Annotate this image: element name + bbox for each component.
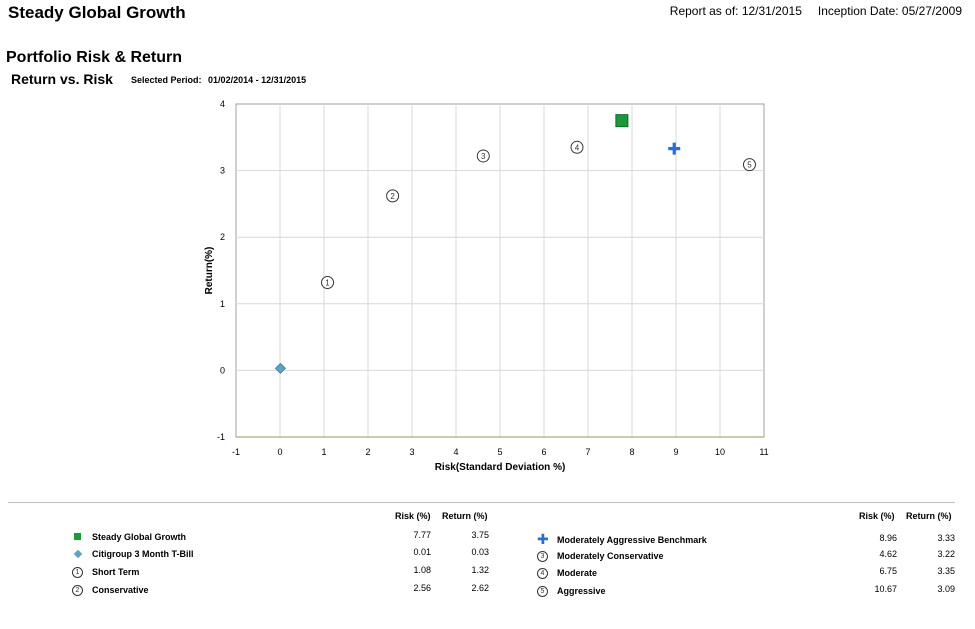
legend-label: Conservative [92, 585, 149, 595]
legend-risk-value: 7.77 [381, 530, 431, 540]
legend-risk-value: 10.67 [847, 584, 897, 594]
risk-return-chart: -1 0 1 2 3 4 5 6 7 8 9 10 11 -1 0 1 2 3 4 Risk(Standard Dev… [0, 0, 975, 500]
x-tick-label: 3 [409, 447, 414, 457]
y-tick-label: 4 [220, 99, 225, 109]
legend-return-value: 3.22 [905, 549, 955, 559]
legend-risk-value: 2.56 [381, 583, 431, 593]
x-tick-label: 5 [497, 447, 502, 457]
point-conservative: 2 [387, 190, 399, 202]
legend-marker-aggressive: 5 [537, 585, 549, 597]
legend-label: Moderate [557, 568, 597, 578]
y-tick-label: 2 [220, 232, 225, 242]
svg-text:1: 1 [325, 278, 330, 287]
legend-return-header-right: Return (%) [906, 511, 952, 521]
legend-marker-moderately-conservative: 3 [537, 550, 549, 562]
x-tick-label: 4 [453, 447, 458, 457]
svg-text:5: 5 [747, 161, 752, 170]
point-short-term: 1 [322, 276, 334, 288]
legend-marker-steady-global-growth [72, 531, 84, 543]
y-tick-label: 3 [220, 166, 225, 176]
legend-return-header-left: Return (%) [442, 511, 488, 521]
y-axis-label: Return(%) [204, 247, 215, 295]
point-steady-global-growth [616, 115, 628, 127]
legend-return-value: 3.33 [905, 533, 955, 543]
divider [8, 502, 955, 503]
x-axis-label: Risk(Standard Deviation %) [435, 462, 566, 473]
legend-risk-value: 8.96 [847, 533, 897, 543]
point-moderately-conservative: 3 [477, 150, 489, 162]
x-tick-label: -1 [232, 447, 240, 457]
legend-risk-value: 6.75 [847, 566, 897, 576]
y-tick-label: -1 [217, 432, 225, 442]
legend-label: Citigroup 3 Month T-Bill [92, 549, 193, 559]
point-aggressive: 5 [743, 159, 755, 171]
legend-return-value: 2.62 [439, 583, 489, 593]
x-tick-label: 0 [277, 447, 282, 457]
svg-text:3: 3 [481, 152, 486, 161]
legend-risk-header-right: Risk (%) [859, 511, 895, 521]
svg-text:4: 4 [575, 143, 580, 152]
x-tick-label: 11 [759, 447, 768, 457]
legend-risk-value: 0.01 [381, 547, 431, 557]
x-tick-label: 2 [365, 447, 370, 457]
legend-return-value: 3.35 [905, 566, 955, 576]
legend-label: Moderately Aggressive Benchmark [557, 535, 707, 545]
legend-return-value: 1.32 [439, 565, 489, 575]
legend-return-value: 0.03 [439, 547, 489, 557]
legend-return-value: 3.09 [905, 584, 955, 594]
x-tick-label: 10 [715, 447, 725, 457]
legend-label: Steady Global Growth [92, 532, 186, 542]
y-tick-label: 0 [220, 365, 225, 375]
legend-return-value: 3.75 [439, 530, 489, 540]
legend-risk-value: 4.62 [847, 549, 897, 559]
x-tick-label: 1 [321, 447, 326, 457]
legend-marker-moderate: 4 [537, 567, 549, 579]
y-tick-label: 1 [220, 299, 225, 309]
legend-label: Short Term [92, 567, 139, 577]
x-tick-label: 8 [629, 447, 634, 457]
legend-label: Aggressive [557, 586, 606, 596]
legend-risk-header-left: Risk (%) [395, 511, 431, 521]
legend-marker-moderately-aggressive-benchmark: ✚ [537, 534, 549, 546]
legend-risk-value: 1.08 [381, 565, 431, 575]
svg-text:2: 2 [390, 192, 395, 201]
x-tick-label: 7 [585, 447, 590, 457]
legend-marker-conservative: 2 [72, 584, 84, 596]
legend-marker-citigroup-3-month-t-bill [72, 548, 84, 560]
x-tick-label: 9 [673, 447, 678, 457]
x-tick-label: 6 [541, 447, 546, 457]
point-moderate: 4 [571, 141, 583, 153]
legend-label: Moderately Conservative [557, 551, 664, 561]
legend-marker-short-term: 1 [72, 566, 84, 578]
